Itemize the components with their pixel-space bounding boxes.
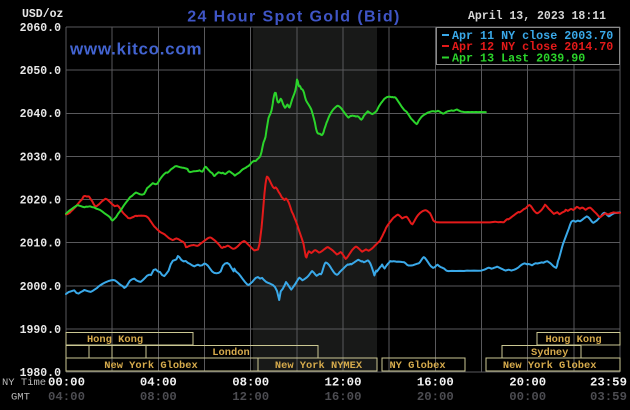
- svg-text:12:00: 12:00: [232, 390, 269, 404]
- svg-text:Hong Kong: Hong Kong: [545, 334, 601, 346]
- svg-text:Apr 12 NY close 2014.70: Apr 12 NY close 2014.70: [452, 40, 613, 54]
- svg-text:2000.0: 2000.0: [20, 281, 62, 294]
- svg-text:London: London: [212, 347, 249, 359]
- svg-text:04:00: 04:00: [48, 390, 85, 404]
- svg-text:New York Globex: New York Globex: [503, 360, 597, 372]
- svg-text:08:00: 08:00: [232, 376, 269, 390]
- svg-text:24 Hour Spot Gold (Bid): 24 Hour Spot Gold (Bid): [187, 9, 401, 26]
- svg-text:www.kitco.com: www.kitco.com: [69, 40, 202, 59]
- svg-text:23:59: 23:59: [590, 376, 627, 390]
- svg-text:00:00: 00:00: [509, 390, 546, 404]
- svg-text:NY Time: NY Time: [2, 377, 46, 389]
- svg-text:1990.0: 1990.0: [20, 324, 62, 337]
- svg-text:Sydney: Sydney: [531, 347, 569, 359]
- svg-text:2010.0: 2010.0: [20, 238, 62, 251]
- svg-text:04:00: 04:00: [140, 376, 177, 390]
- svg-text:00:00: 00:00: [48, 376, 85, 390]
- svg-text:2040.0: 2040.0: [20, 108, 62, 121]
- svg-text:2060.0: 2060.0: [20, 22, 62, 35]
- svg-text:2050.0: 2050.0: [20, 65, 62, 78]
- svg-text:New York NYMEX: New York NYMEX: [275, 360, 363, 372]
- svg-text:16:00: 16:00: [325, 390, 362, 404]
- svg-text:2020.0: 2020.0: [20, 195, 62, 208]
- svg-text:1980.0: 1980.0: [20, 367, 62, 380]
- svg-text:20:00: 20:00: [509, 376, 546, 390]
- svg-text:Apr 13 Last 2039.90: Apr 13 Last 2039.90: [452, 51, 585, 65]
- svg-text:16:00: 16:00: [417, 376, 454, 390]
- svg-text:April 13, 2023 18:11: April 13, 2023 18:11: [468, 10, 606, 23]
- svg-text:08:00: 08:00: [140, 390, 177, 404]
- svg-text:Hong Kong: Hong Kong: [87, 334, 143, 346]
- svg-text:NY Globex: NY Globex: [389, 360, 445, 372]
- svg-text:USD/oz: USD/oz: [22, 8, 64, 21]
- svg-text:03:59: 03:59: [590, 390, 627, 404]
- svg-text:New York Globex: New York Globex: [104, 360, 198, 372]
- svg-text:12:00: 12:00: [325, 376, 362, 390]
- svg-text:GMT: GMT: [11, 392, 30, 404]
- svg-text:2030.0: 2030.0: [20, 151, 62, 164]
- svg-text:Apr 11 NY close 2003.70: Apr 11 NY close 2003.70: [452, 29, 613, 43]
- svg-text:20:00: 20:00: [417, 390, 454, 404]
